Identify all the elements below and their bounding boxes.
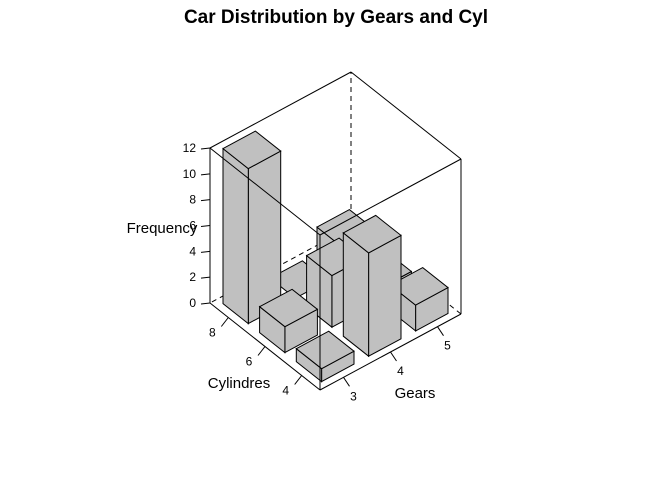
z-tick bbox=[200, 225, 211, 227]
x-axis-label: Gears bbox=[395, 385, 436, 402]
z-tick bbox=[200, 302, 211, 305]
y-tick bbox=[294, 375, 303, 385]
z-tick bbox=[200, 199, 211, 202]
bar-face bbox=[295, 330, 355, 370]
y-tick-label: 8 bbox=[209, 326, 216, 340]
x-tick bbox=[343, 377, 350, 387]
bar-face bbox=[342, 231, 370, 358]
chart-title: Car Distribution by Gears and Cyl bbox=[184, 7, 488, 28]
z-tick-label: 6 bbox=[189, 219, 196, 233]
box-edge bbox=[350, 71, 462, 160]
ticks: 0 2 4 6 8 10 12 4 6 8 3 4 5 bbox=[183, 141, 452, 403]
bar-face bbox=[368, 234, 402, 358]
box-edge bbox=[209, 71, 352, 149]
box-edge bbox=[319, 158, 462, 236]
z-tick-label: 0 bbox=[189, 296, 196, 310]
z-tick-label: 8 bbox=[189, 193, 196, 207]
x-tick-label: 3 bbox=[350, 389, 357, 403]
box-edge bbox=[209, 147, 321, 236]
bar-3-6 bbox=[258, 288, 319, 354]
x-tick-label: 4 bbox=[397, 364, 404, 378]
y-axis-label: Cylindres bbox=[208, 375, 271, 392]
z-tick-label: 2 bbox=[189, 270, 196, 284]
x-tick-label: 5 bbox=[444, 339, 451, 353]
bar-3-8 bbox=[222, 130, 282, 325]
z-axis-label: Frequency bbox=[127, 220, 198, 237]
bar-4-4 bbox=[342, 214, 402, 358]
y-tick bbox=[257, 346, 266, 356]
box-back bbox=[209, 72, 462, 315]
y-tick-label: 4 bbox=[282, 384, 289, 398]
z-tick-label: 10 bbox=[183, 167, 197, 181]
z-tick bbox=[200, 276, 211, 279]
bar-face bbox=[342, 214, 402, 254]
z-tick bbox=[200, 147, 211, 150]
z-tick-label: 12 bbox=[183, 141, 197, 155]
z-tick bbox=[200, 250, 211, 253]
x-tick bbox=[390, 351, 397, 362]
bars bbox=[222, 130, 449, 383]
x-tick bbox=[437, 326, 444, 336]
z-tick-label: 4 bbox=[189, 244, 196, 258]
z-tick bbox=[200, 173, 211, 176]
bar-face bbox=[258, 288, 319, 328]
bar-face bbox=[222, 130, 282, 170]
bar-3-4 bbox=[295, 330, 355, 383]
y-tick bbox=[220, 317, 229, 327]
y-tick-label: 6 bbox=[246, 355, 253, 369]
